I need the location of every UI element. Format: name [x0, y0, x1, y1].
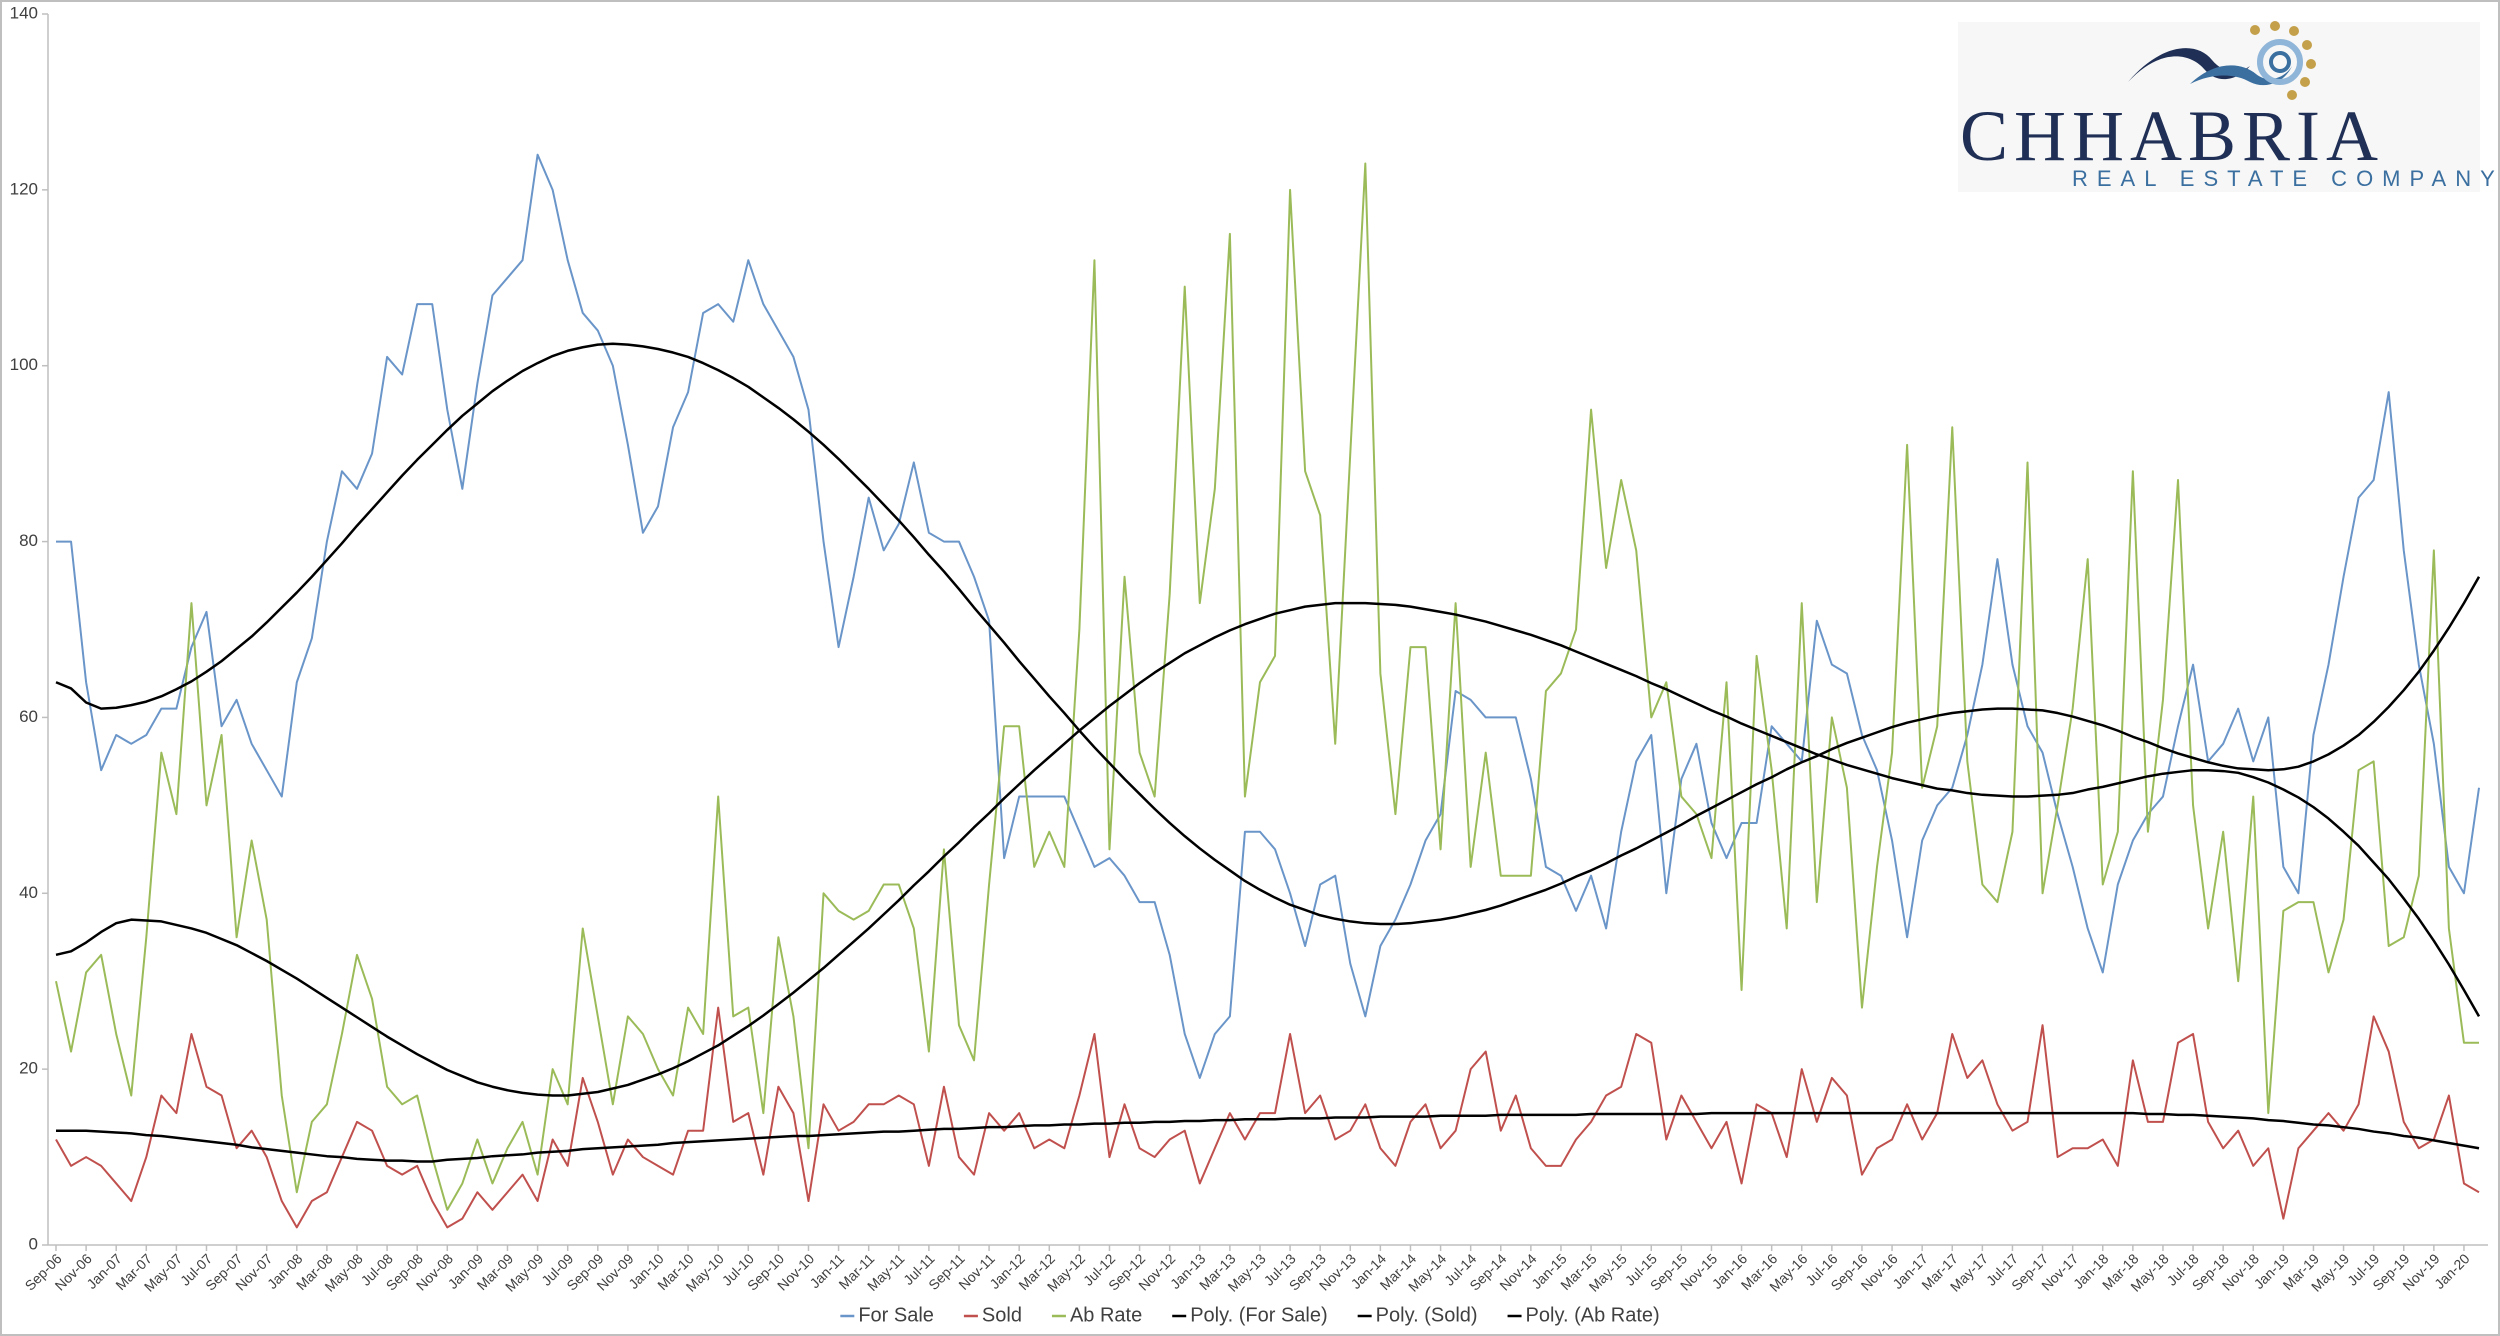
y-tick-label: 60 — [19, 707, 38, 726]
series-line — [55, 1006, 2480, 1229]
y-tick-label: 100 — [10, 355, 38, 374]
series-line — [56, 153, 2480, 1079]
y-tick-label: 40 — [19, 883, 38, 902]
legend-label: Ab Rate — [1070, 1304, 1142, 1326]
legend-label: Poly. (For Sale) — [1190, 1304, 1327, 1326]
logo-tagline: REAL ESTATE COMPANY — [2072, 166, 2500, 191]
logo-sun — [2250, 21, 2316, 100]
legend-label: Poly. (Sold) — [1376, 1304, 1478, 1326]
logo: CHHABRIA REAL ESTATE COMPANY — [1958, 21, 2500, 192]
logo-background — [1958, 22, 2480, 192]
y-tick-label: 140 — [10, 3, 38, 22]
series-line — [56, 1111, 2480, 1163]
logo-swirl — [2269, 51, 2291, 73]
y-tick-label: 0 — [29, 1234, 38, 1253]
series-line — [55, 162, 2479, 1211]
y-tick-label: 80 — [19, 531, 38, 550]
logo-name: CHHABRIA — [1960, 96, 2384, 176]
y-tick-label: 120 — [10, 179, 38, 198]
legend-label: For Sale — [858, 1304, 934, 1326]
series-line — [55, 342, 2481, 926]
legend-label: Sold — [982, 1304, 1022, 1326]
legend-label: Poly. (Ab Rate) — [1526, 1304, 1660, 1326]
logo-swirl — [2257, 39, 2303, 85]
series-line — [55, 601, 2481, 1097]
y-tick-label: 20 — [19, 1059, 38, 1078]
legend: For Sale Sold Ab Rate Poly. (For Sale) Poly.… — [840, 1304, 1660, 1326]
